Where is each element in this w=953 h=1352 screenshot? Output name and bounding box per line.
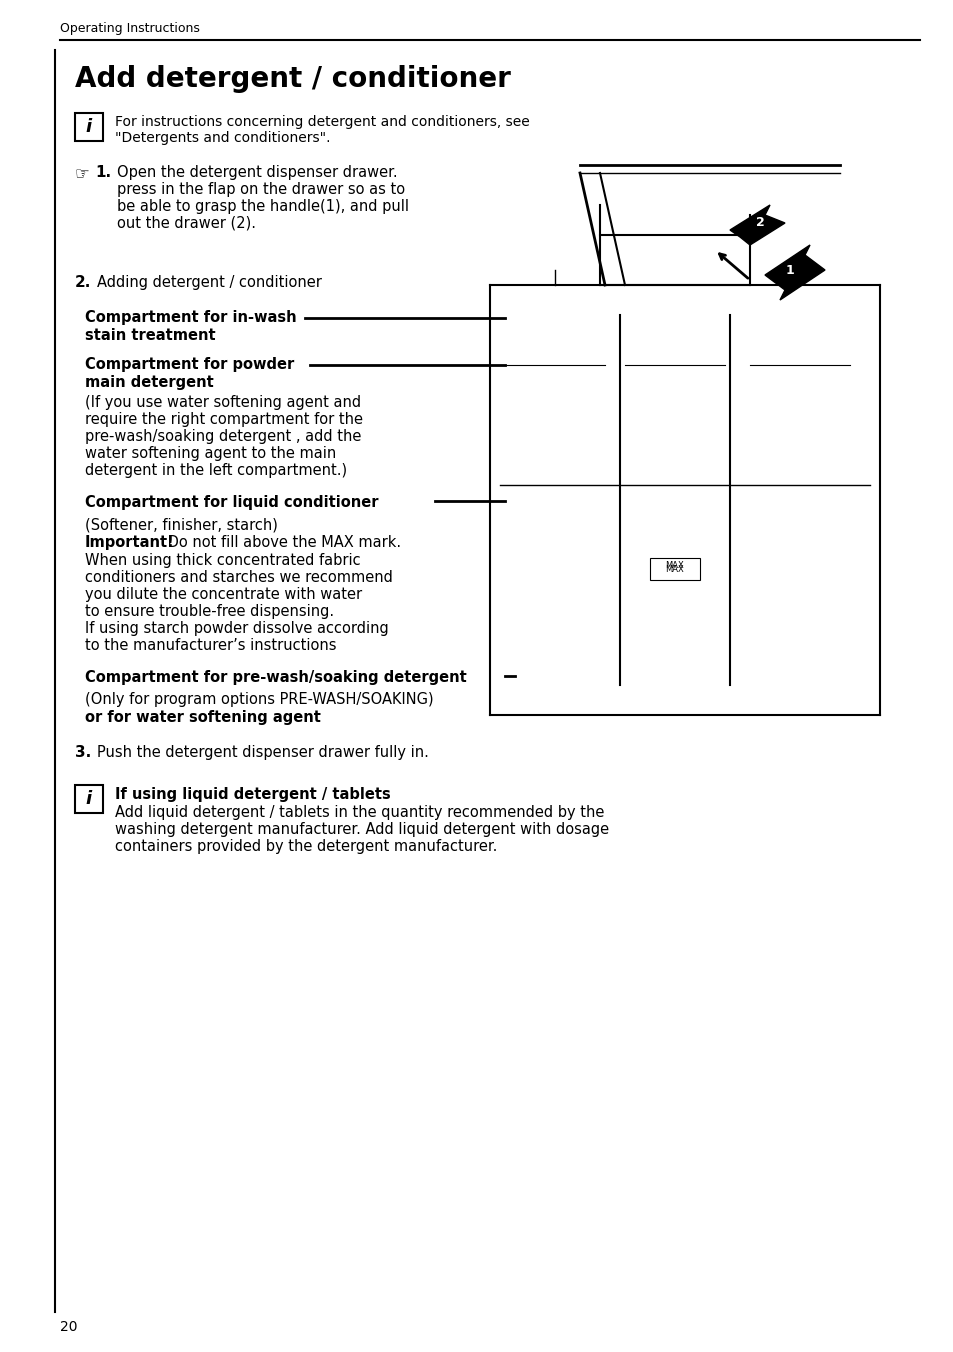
- Text: containers provided by the detergent manufacturer.: containers provided by the detergent man…: [115, 840, 497, 854]
- Text: washing detergent manufacturer. Add liquid detergent with dosage: washing detergent manufacturer. Add liqu…: [115, 822, 608, 837]
- Text: press in the flap on the drawer so as to: press in the flap on the drawer so as to: [117, 183, 405, 197]
- Text: For instructions concerning detergent and conditioners, see: For instructions concerning detergent an…: [115, 115, 529, 128]
- Text: Compartment for liquid conditioner: Compartment for liquid conditioner: [85, 495, 378, 510]
- Text: stain treatment: stain treatment: [85, 329, 215, 343]
- Text: pre-wash/soaking detergent , add the: pre-wash/soaking detergent , add the: [85, 429, 361, 443]
- Text: "Detergents and conditioners".: "Detergents and conditioners".: [115, 131, 330, 145]
- Text: Do not fill above the MAX mark.: Do not fill above the MAX mark.: [163, 535, 400, 550]
- Text: MAX: MAX: [665, 561, 683, 569]
- Text: i: i: [86, 790, 92, 808]
- Text: 2: 2: [755, 216, 763, 230]
- Text: 3.: 3.: [75, 745, 91, 760]
- Text: (If you use water softening agent and: (If you use water softening agent and: [85, 395, 361, 410]
- Text: 1.: 1.: [95, 165, 111, 180]
- Text: (Softener, finisher, starch): (Softener, finisher, starch): [85, 516, 277, 531]
- Text: or for water softening agent: or for water softening agent: [85, 710, 320, 725]
- Text: If using starch powder dissolve according: If using starch powder dissolve accordin…: [85, 621, 388, 635]
- Bar: [75, 114, 103, 141]
- Text: require the right compartment for the: require the right compartment for the: [85, 412, 363, 427]
- Bar: [649, 558, 700, 580]
- Text: If using liquid detergent / tablets: If using liquid detergent / tablets: [115, 787, 391, 802]
- Text: 2.: 2.: [75, 274, 91, 289]
- Polygon shape: [764, 245, 824, 300]
- Text: Compartment for pre-wash/soaking detergent: Compartment for pre-wash/soaking deterge…: [85, 671, 466, 685]
- Text: Important!: Important!: [85, 535, 174, 550]
- Text: Adding detergent / conditioner: Adding detergent / conditioner: [97, 274, 321, 289]
- Text: Compartment for powder: Compartment for powder: [85, 357, 294, 372]
- Text: MAX: MAX: [665, 565, 683, 573]
- Text: Push the detergent dispenser drawer fully in.: Push the detergent dispenser drawer full…: [97, 745, 429, 760]
- Bar: [75, 786, 103, 813]
- Text: Add detergent / conditioner: Add detergent / conditioner: [75, 65, 511, 93]
- Text: i: i: [86, 118, 92, 137]
- Text: conditioners and starches we recommend: conditioners and starches we recommend: [85, 571, 393, 585]
- Text: 20: 20: [60, 1320, 77, 1334]
- Text: to ensure trouble-free dispensing.: to ensure trouble-free dispensing.: [85, 604, 334, 619]
- Text: water softening agent to the main: water softening agent to the main: [85, 446, 335, 461]
- Text: Open the detergent dispenser drawer.: Open the detergent dispenser drawer.: [117, 165, 397, 180]
- Text: 1: 1: [785, 264, 794, 277]
- Text: Compartment for in-wash: Compartment for in-wash: [85, 310, 296, 324]
- Text: out the drawer (2).: out the drawer (2).: [117, 216, 255, 231]
- Text: When using thick concentrated fabric: When using thick concentrated fabric: [85, 553, 360, 568]
- Text: Add liquid detergent / tablets in the quantity recommended by the: Add liquid detergent / tablets in the qu…: [115, 804, 604, 821]
- Text: (Only for program options PRE-WASH/SOAKING): (Only for program options PRE-WASH/SOAKI…: [85, 692, 434, 707]
- Text: be able to grasp the handle(1), and pull: be able to grasp the handle(1), and pull: [117, 199, 409, 214]
- Text: to the manufacturer’s instructions: to the manufacturer’s instructions: [85, 638, 336, 653]
- Text: Operating Instructions: Operating Instructions: [60, 22, 200, 35]
- Text: you dilute the concentrate with water: you dilute the concentrate with water: [85, 587, 362, 602]
- Text: detergent in the left compartment.): detergent in the left compartment.): [85, 462, 347, 479]
- Text: ☞: ☞: [75, 165, 90, 183]
- Text: main detergent: main detergent: [85, 375, 213, 389]
- Polygon shape: [729, 206, 784, 245]
